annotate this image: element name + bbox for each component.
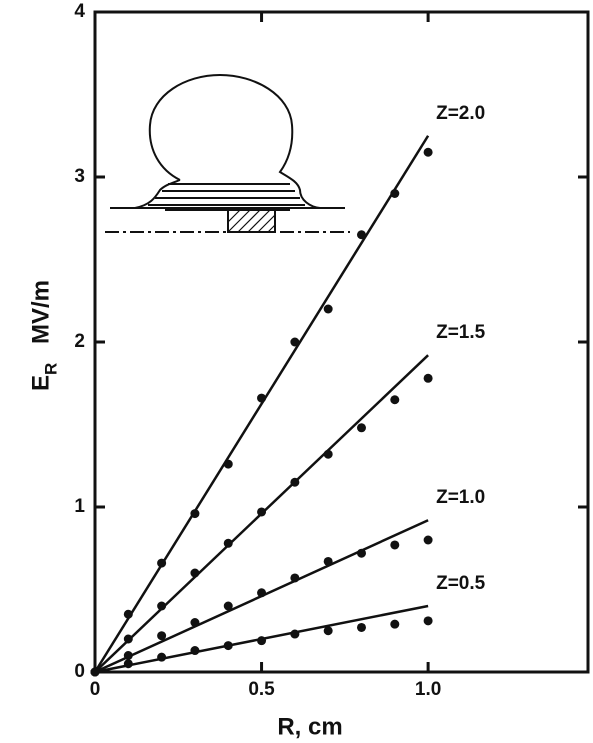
- data-point: [124, 651, 133, 660]
- data-point: [324, 557, 333, 566]
- data-point: [390, 620, 399, 629]
- x-tick-label: 0.5: [248, 679, 275, 700]
- data-point: [424, 374, 433, 383]
- y-axis-label-sub: R: [41, 363, 60, 375]
- data-point: [424, 536, 433, 545]
- data-point: [224, 641, 233, 650]
- series-label: Z=2.0: [436, 103, 485, 124]
- page: {"chart_data": {"type": "scatter", "xlab…: [0, 0, 593, 743]
- y-tick-label: 0: [74, 661, 85, 682]
- data-point: [224, 539, 233, 548]
- y-tick-label: 3: [74, 166, 85, 187]
- y-tick-label: 1: [74, 496, 85, 517]
- x-tick-label: 0: [90, 679, 101, 700]
- data-point: [190, 646, 199, 655]
- data-point: [190, 569, 199, 578]
- chart: R, cm E R MV/m 0 1 2 3 4 0 0.5 1.0 Z=2.0 Z=1.5 Z=1…: [0, 0, 593, 743]
- data-point: [290, 630, 299, 639]
- y-axis-unit: MV/m: [27, 280, 54, 344]
- data-point: [190, 618, 199, 627]
- data-point: [324, 626, 333, 635]
- data-point: [424, 148, 433, 157]
- plot-frame: [95, 12, 588, 672]
- data-point: [390, 395, 399, 404]
- inset-diagram: [105, 75, 350, 232]
- data-point: [157, 631, 166, 640]
- data-point: [157, 559, 166, 568]
- data-point: [424, 616, 433, 625]
- data-point: [157, 653, 166, 662]
- data-point: [324, 450, 333, 459]
- data-point: [357, 423, 366, 432]
- data-point: [91, 668, 100, 677]
- data-point: [224, 602, 233, 611]
- data-point: [324, 305, 333, 314]
- data-point: [390, 189, 399, 198]
- series-label: Z=0.5: [436, 573, 486, 594]
- data-point: [290, 338, 299, 347]
- data-point: [224, 460, 233, 469]
- y-axis-label-group: E R MV/m: [27, 280, 60, 391]
- data-point: [124, 635, 133, 644]
- data-point: [290, 478, 299, 487]
- data-point: [357, 623, 366, 632]
- data-point: [357, 549, 366, 558]
- data-point: [124, 659, 133, 668]
- x-tick-label: 1.0: [415, 679, 441, 700]
- y-tick-label: 2: [74, 331, 85, 352]
- data-point: [257, 394, 266, 403]
- data-point: [257, 636, 266, 645]
- y-axis-label: E: [27, 375, 54, 391]
- y-tick-label: 4: [74, 1, 85, 22]
- series-label: Z=1.5: [436, 322, 486, 343]
- data-point: [190, 509, 199, 518]
- data-point: [124, 610, 133, 619]
- x-axis-label: R, cm: [277, 713, 342, 740]
- data-point: [257, 588, 266, 597]
- data-point: [290, 573, 299, 582]
- data-point: [357, 230, 366, 239]
- data-point: [257, 507, 266, 516]
- data-point: [157, 602, 166, 611]
- series-label: Z=1.0: [436, 487, 485, 508]
- data-point: [390, 540, 399, 549]
